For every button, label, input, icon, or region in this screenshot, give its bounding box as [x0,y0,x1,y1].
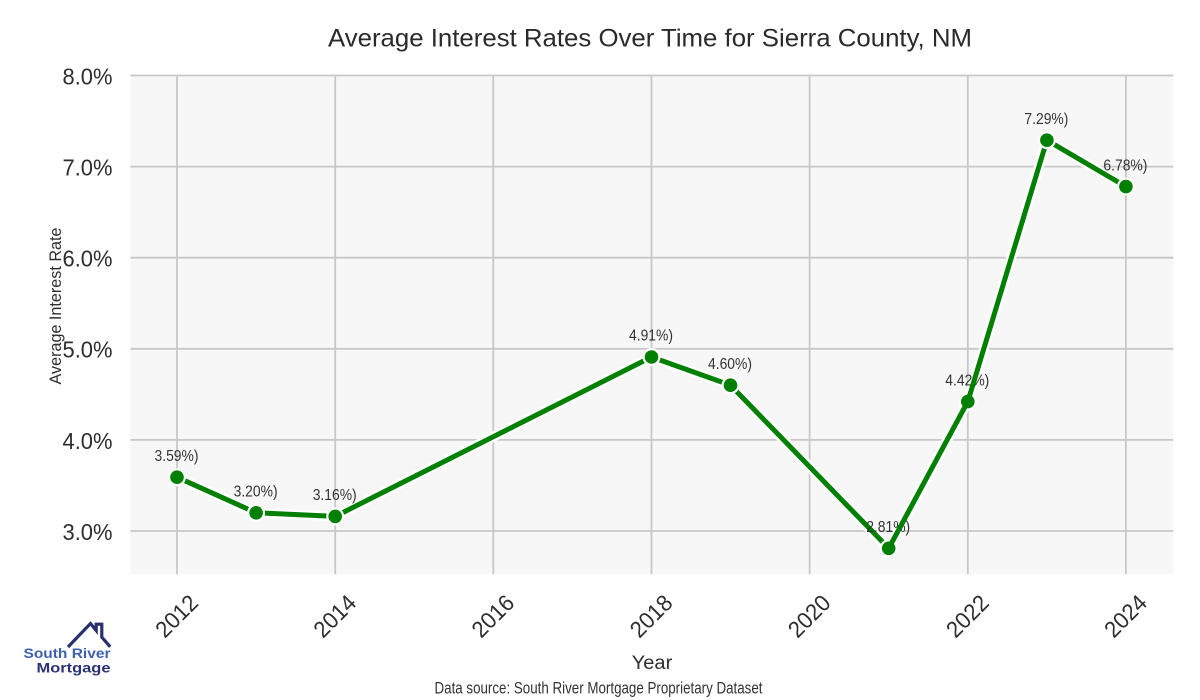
svg-text:8.0%: 8.0% [63,63,113,89]
svg-text:Mortgage: Mortgage [37,661,112,676]
svg-text:6.78%): 6.78%) [1103,157,1147,174]
svg-text:Average Interest Rate: Average Interest Rate [46,228,65,385]
svg-text:4.42%): 4.42%) [945,372,989,389]
svg-text:4.0%: 4.0% [63,428,113,454]
svg-text:7.29%): 7.29%) [1024,111,1068,128]
svg-text:Data source: South River Mortg: Data source: South River Mortgage Propri… [435,679,763,698]
svg-text:7.0%: 7.0% [63,155,113,181]
svg-text:4.91%): 4.91%) [629,328,673,345]
svg-text:4.60%): 4.60%) [708,356,752,373]
svg-text:3.0%: 3.0% [63,519,113,545]
svg-text:South River: South River [24,645,112,661]
svg-text:3.16%): 3.16%) [313,487,357,504]
svg-text:Year: Year [632,653,673,674]
svg-text:Average Interest Rates Over Ti: Average Interest Rates Over Time for Sie… [328,25,972,53]
svg-text:3.59%): 3.59%) [155,448,199,465]
svg-text:6.0%: 6.0% [63,246,113,272]
svg-text:5.0%: 5.0% [63,337,113,363]
svg-text:3.20%): 3.20%) [234,484,278,501]
